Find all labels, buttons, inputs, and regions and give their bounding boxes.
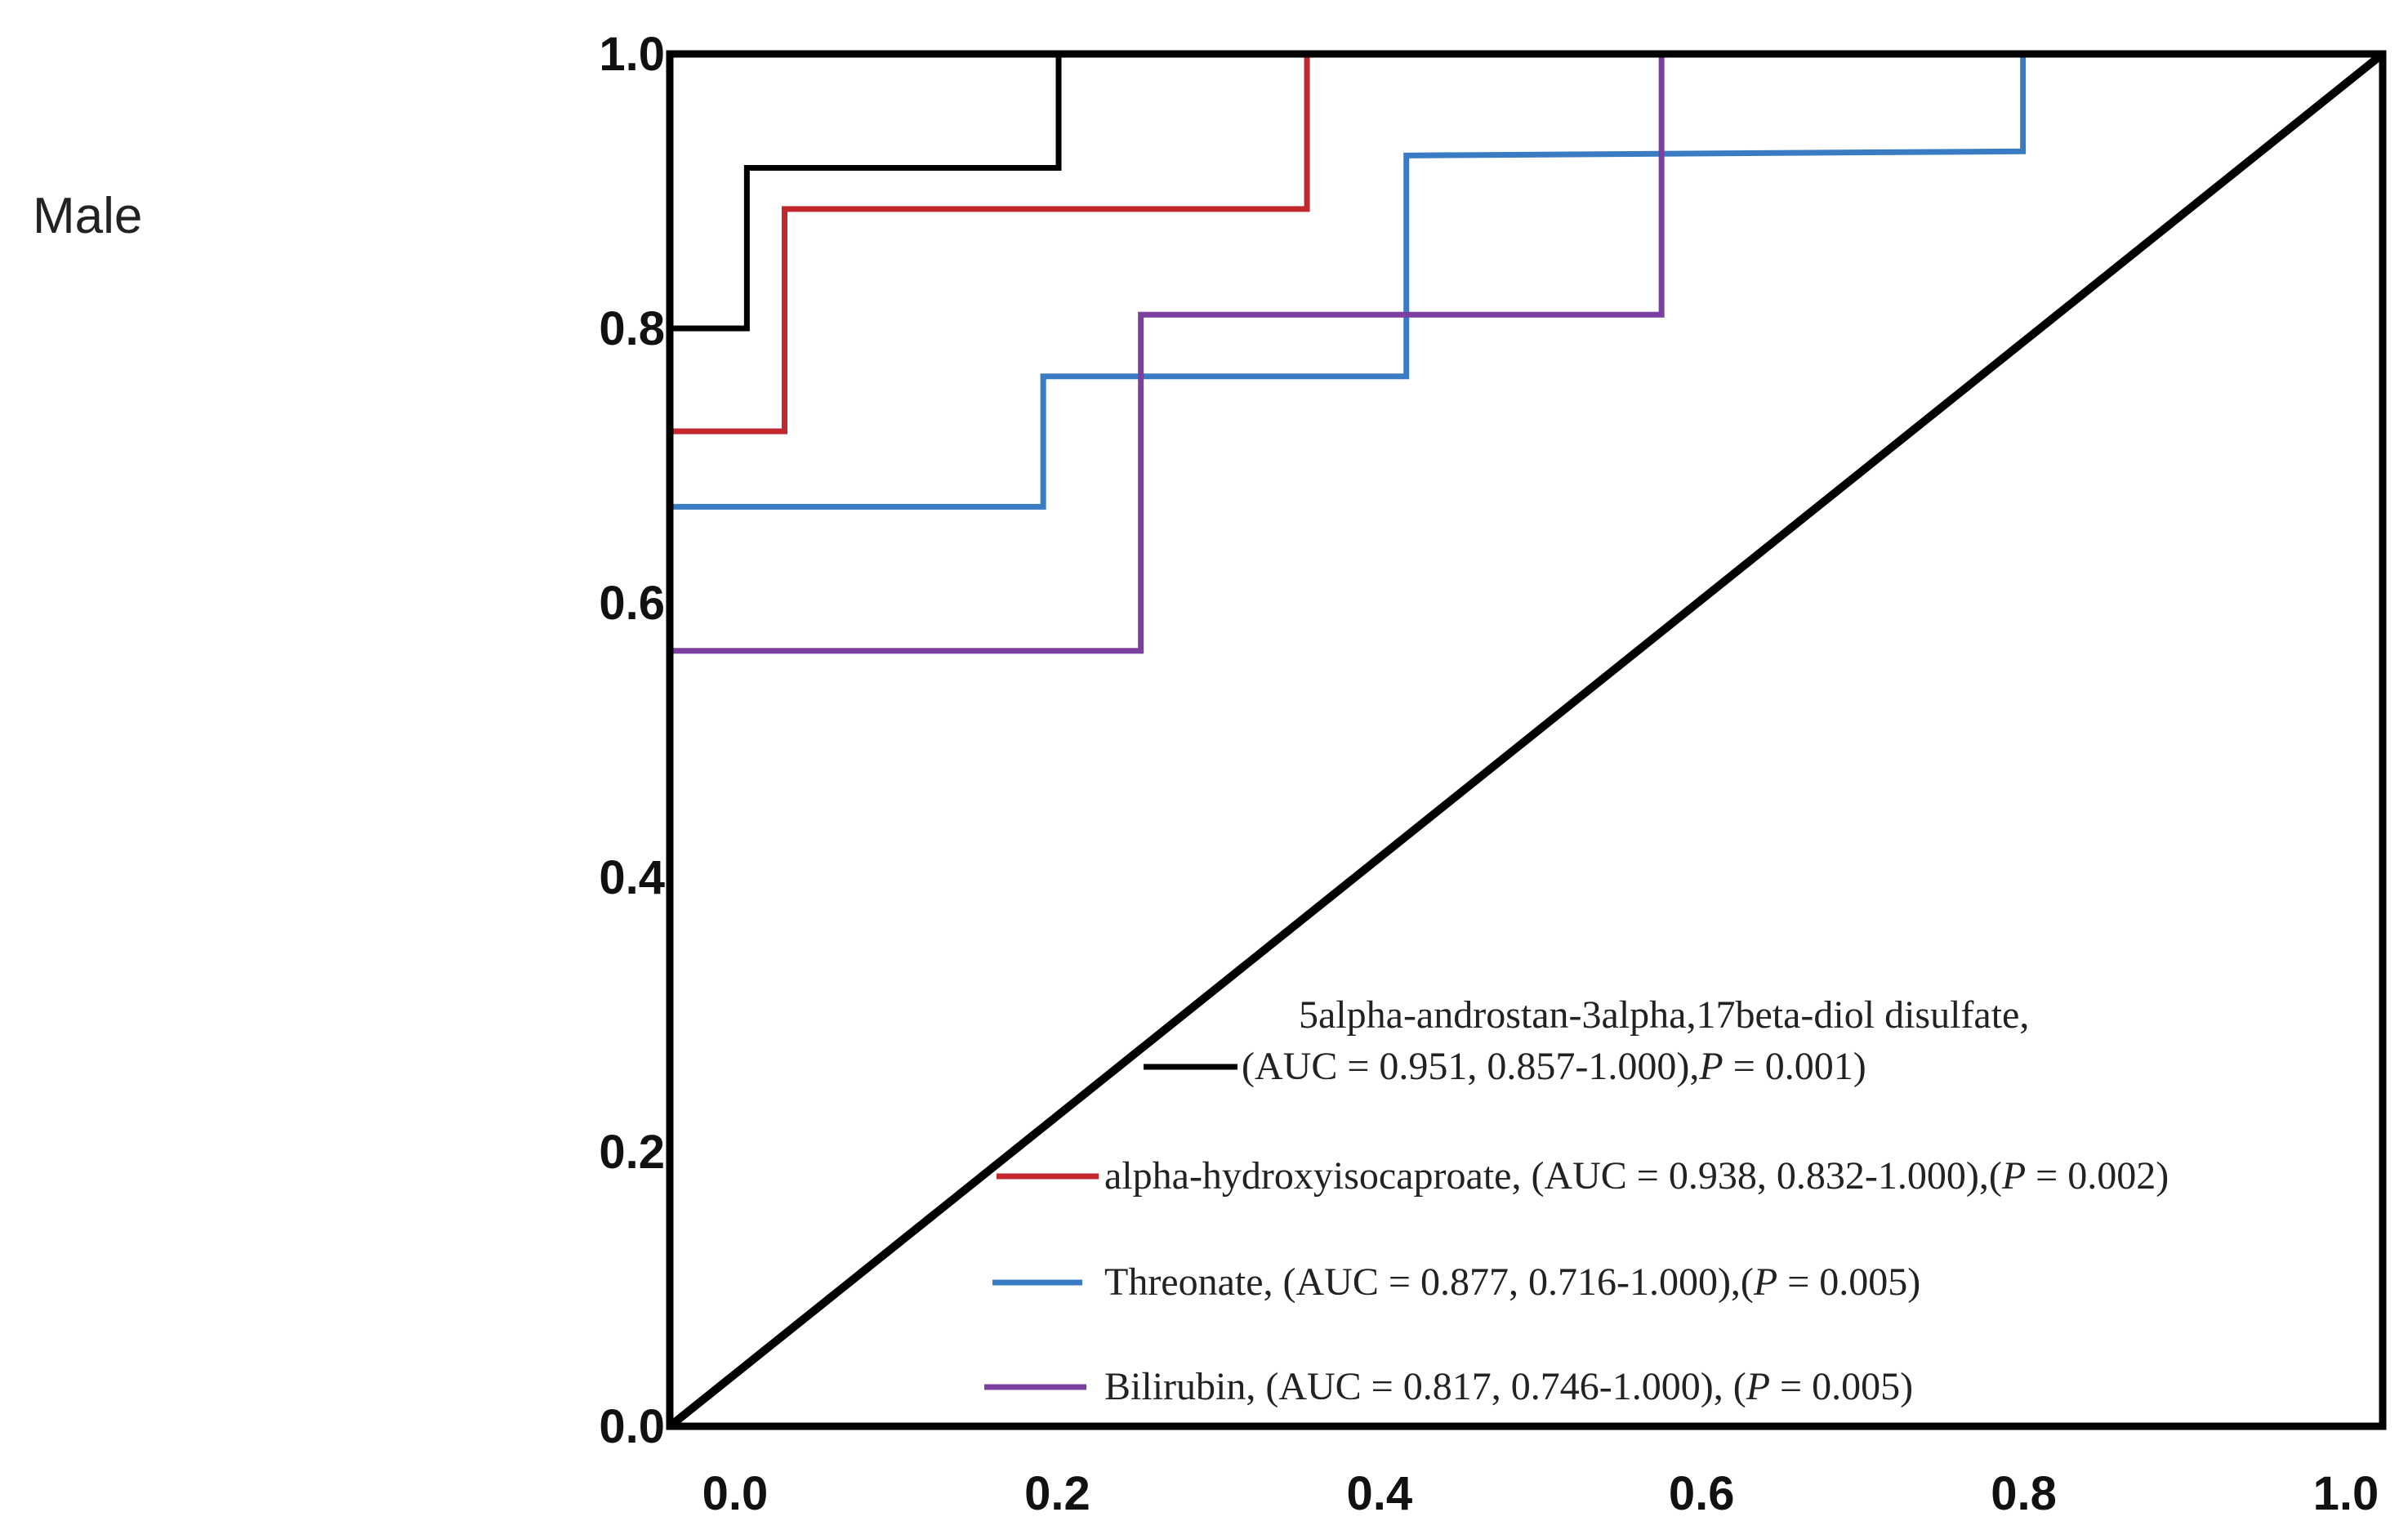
legend: 5alpha-androstan-3alpha,17beta-diol disu… — [984, 993, 2169, 1408]
x-tick-label: 0.0 — [702, 1467, 769, 1520]
legend-label-androstan-line2: (AUC = 0.951, 0.857-1.000),P = 0.001) — [1242, 1045, 1866, 1088]
y-tick-label: 0.2 — [599, 1126, 665, 1179]
y-tick-label: 0.0 — [599, 1400, 665, 1453]
y-tick-label: 1.0 — [599, 28, 665, 81]
x-tick-label: 0.2 — [1024, 1467, 1090, 1520]
roc-curve-threonate — [670, 54, 2027, 510]
x-tick-label: 0.8 — [1991, 1467, 2057, 1520]
plot-frame — [666, 50, 2387, 1430]
legend-label-threonate: Threonate, (AUC = 0.877, 0.716-1.000),(P… — [1104, 1260, 1920, 1304]
reference-line — [667, 51, 2386, 1430]
plot-lines — [667, 51, 2386, 1430]
legend-label-androstan-line1: 5alpha-androstan-3alpha,17beta-diol disu… — [1299, 993, 2029, 1037]
y-tick-label: 0.8 — [599, 302, 665, 355]
y-tick-label: 0.4 — [599, 851, 665, 904]
y-axis-ticks: 0.0 0.2 0.4 0.6 0.8 1.0 — [599, 28, 665, 1453]
x-tick-label: 0.4 — [1346, 1467, 1412, 1520]
x-axis-ticks: 0.0 0.2 0.4 0.6 0.8 1.0 — [702, 1467, 2379, 1520]
legend-label-bilirubin: Bilirubin, (AUC = 0.817, 0.746-1.000), (… — [1104, 1365, 1913, 1408]
legend-label-hydroxyisocaproate: alpha-hydroxyisocaproate, (AUC = 0.938, … — [1104, 1154, 2169, 1198]
roc-curve-5alpha-androstan-3alpha-17beta-diol-disu — [670, 54, 1062, 332]
roc-curve-bilirubin — [670, 54, 1665, 654]
panel-label-male: Male — [33, 188, 142, 244]
x-tick-label: 1.0 — [2313, 1467, 2379, 1520]
y-tick-label: 0.6 — [599, 577, 665, 630]
roc-curve-alpha-hydroxyisocaproate — [670, 54, 1310, 435]
x-tick-label: 0.6 — [1669, 1467, 1735, 1520]
